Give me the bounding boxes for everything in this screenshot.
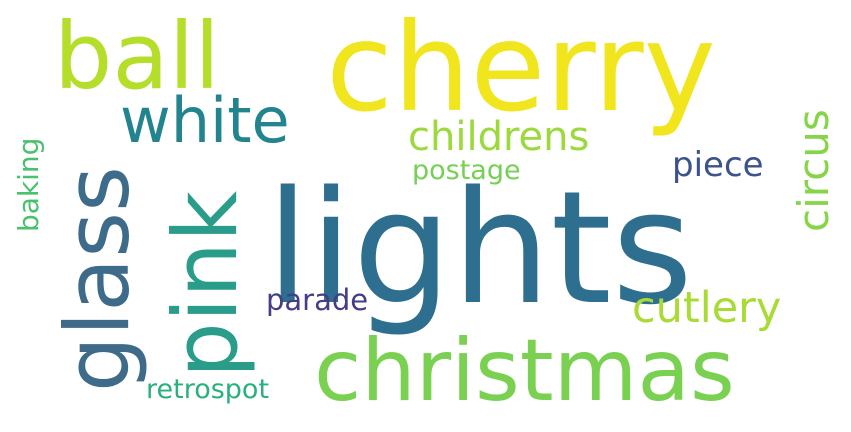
word-cherry: cherry [326,0,716,139]
word-retrospot: retrospot [146,374,269,405]
word-childrens: childrens [408,114,589,160]
word-circus: circus [789,109,838,232]
word-parade: parade [266,283,368,317]
word-ball: ball [54,3,220,110]
word-glass: glass [46,166,149,392]
word-white: white [120,84,290,157]
word-christmas: christmas [314,321,735,421]
word-cutlery: cutlery [632,283,781,333]
word-lights: lights [266,157,693,339]
word-piece: piece [672,145,764,185]
word-pink: pink [154,191,257,378]
word-postage: postage [412,155,521,186]
word-baking: baking [12,138,45,232]
